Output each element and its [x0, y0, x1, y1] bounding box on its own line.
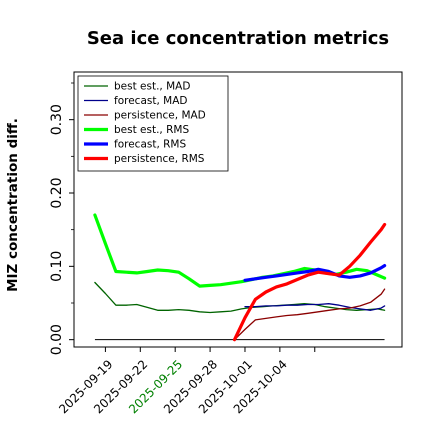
- y-tick-label: 0.10: [49, 251, 65, 282]
- y-tick-label: 0.30: [49, 104, 65, 135]
- legend-label: best est., MAD: [114, 81, 190, 93]
- chart-title: Sea ice concentration metrics: [87, 28, 389, 49]
- series-line-1: [244, 303, 386, 311]
- y-axis-label: MIZ concentration diff.: [5, 118, 21, 292]
- plot-area: [73, 71, 403, 348]
- legend-label: best est., RMS: [114, 124, 189, 136]
- legend-label: persistence, MAD: [114, 110, 206, 122]
- legend-label: forecast, RMS: [114, 139, 186, 151]
- plot-frame: [73, 71, 403, 348]
- legend-box: [77, 75, 229, 172]
- series-group: [93, 213, 387, 342]
- series-line-5: [232, 222, 387, 342]
- y-tick-label: 0.20: [49, 177, 65, 208]
- y-tick-label: 0.00: [49, 324, 65, 355]
- legend-label: persistence, RMS: [114, 153, 205, 165]
- series-line-0: [94, 281, 386, 314]
- legend: best est., MAD forecast, MAD persistence, …: [77, 75, 229, 172]
- series-line-4: [243, 264, 387, 282]
- series-line-2: [233, 288, 386, 341]
- legend-label: forecast, MAD: [114, 95, 187, 107]
